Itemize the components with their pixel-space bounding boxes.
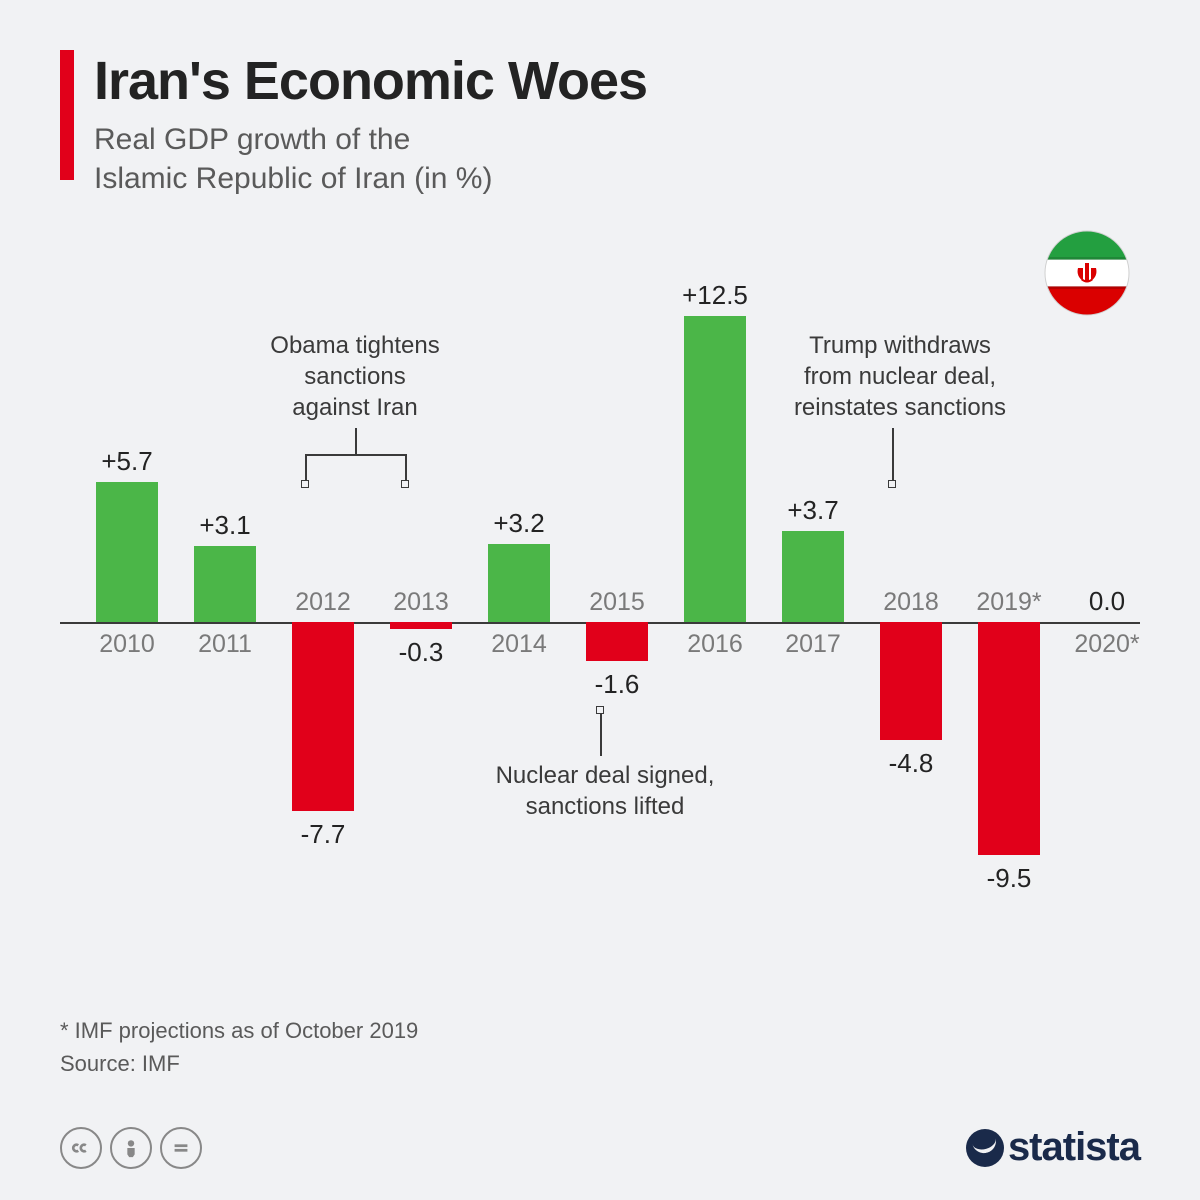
bar-chart: Obama tightenssanctionsagainst Iran Trum… xyxy=(60,310,1140,970)
year-label: 2014 xyxy=(469,630,569,659)
value-label: +12.5 xyxy=(665,280,765,311)
chart-title: Iran's Economic Woes xyxy=(94,50,1140,112)
annotation-nuclear-deal: Nuclear deal signed,sanctions lifted xyxy=(465,760,745,822)
annotation-obama: Obama tightenssanctionsagainst Iran xyxy=(245,330,465,424)
bar-2015 xyxy=(586,622,648,661)
cc-icon xyxy=(60,1127,102,1169)
bar-2014 xyxy=(488,544,550,622)
chart-subtitle: Real GDP growth of the Islamic Republic … xyxy=(94,120,1140,198)
value-label: -4.8 xyxy=(861,748,961,779)
value-label: +3.1 xyxy=(175,510,275,541)
value-label: -0.3 xyxy=(371,637,471,668)
statista-logo: statista xyxy=(966,1125,1140,1170)
bar-2017 xyxy=(782,531,844,622)
value-label: -7.7 xyxy=(273,819,373,850)
value-label: 0.0 xyxy=(1057,586,1157,617)
statista-swoosh-icon xyxy=(966,1129,1004,1167)
year-label: 2017 xyxy=(763,630,863,659)
year-label: 2015 xyxy=(567,588,667,617)
year-label: 2011 xyxy=(175,630,275,659)
license-icons xyxy=(60,1127,202,1169)
value-label: +3.7 xyxy=(763,495,863,526)
bar-2013 xyxy=(390,622,452,629)
iran-flag-icon xyxy=(1044,230,1130,316)
value-label: +5.7 xyxy=(77,446,177,477)
by-icon xyxy=(110,1127,152,1169)
bar-2010 xyxy=(96,482,158,622)
bar-2011 xyxy=(194,546,256,622)
bar-2012 xyxy=(292,622,354,811)
footer: statista xyxy=(60,1125,1140,1170)
value-label: -1.6 xyxy=(567,669,667,700)
year-label: 2013 xyxy=(371,588,471,617)
year-label: 2018 xyxy=(861,588,961,617)
bar-2018 xyxy=(880,622,942,740)
year-label: 2019* xyxy=(959,588,1059,617)
footnote: * IMF projections as of October 2019 Sou… xyxy=(60,1014,418,1080)
annotation-trump: Trump withdrawsfrom nuclear deal,reinsta… xyxy=(770,330,1030,424)
bar-2016 xyxy=(684,316,746,622)
nd-icon xyxy=(160,1127,202,1169)
year-label: 2016 xyxy=(665,630,765,659)
bar-2019 xyxy=(978,622,1040,855)
value-label: +3.2 xyxy=(469,508,569,539)
value-label: -9.5 xyxy=(959,863,1059,894)
accent-bar xyxy=(60,50,74,180)
year-label: 2020* xyxy=(1057,630,1157,659)
year-label: 2012 xyxy=(273,588,373,617)
year-label: 2010 xyxy=(77,630,177,659)
